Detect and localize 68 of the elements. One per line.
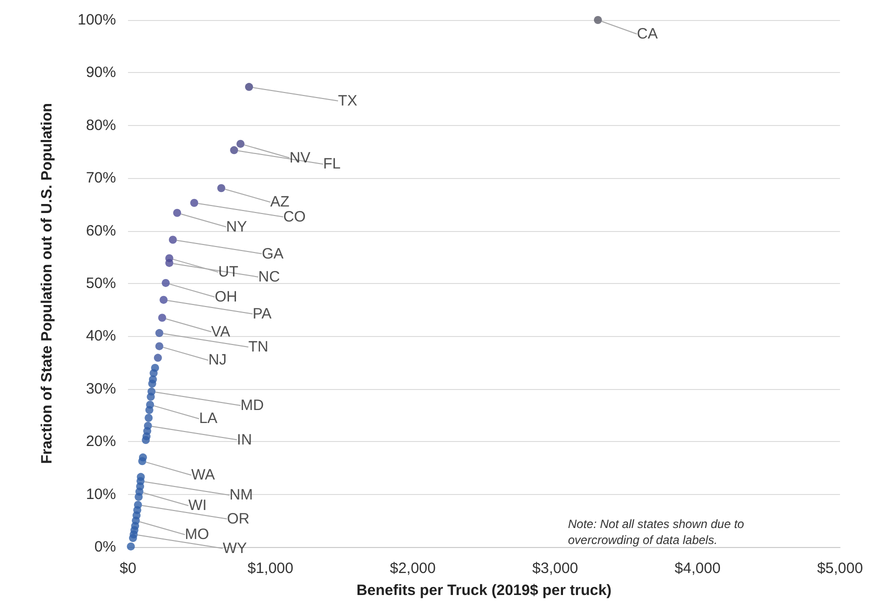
point [148,380,156,388]
y-tick-label: 100% [78,12,116,28]
annotation: MO [184,526,210,544]
annotation: NY [226,218,247,236]
y-axis-title: Fraction of State Population out of U.S. Population [38,103,56,464]
point [145,406,154,414]
annotation: CA [636,26,658,42]
point [155,329,164,338]
annotation: CO [283,208,306,226]
annotation: FL [323,156,341,173]
annotation: NC [258,268,280,286]
annotation: MD [240,397,264,414]
y-tick-label: 40% [86,328,116,345]
annotation: OH [214,288,238,306]
x-tick-label: $4,000 [674,560,721,577]
y-tick-label: 0% [94,538,116,556]
point [144,414,153,422]
annotation: UT [218,264,238,281]
annotation: PA [252,305,272,322]
point [245,82,254,91]
annotation: LA [199,410,218,428]
point [236,140,244,148]
x-tick-label: $1,000 [247,560,294,577]
y-tick-label: 90% [86,64,116,82]
y-tick-label: 70% [86,170,116,187]
annotation: AZ [270,194,290,211]
point [173,208,182,217]
annotation: TN [248,338,268,356]
point [230,146,238,154]
annotation: OR [226,510,250,528]
x-axis-title: Benefits per Truck (2019$ per truck) [356,582,612,599]
annotation: IN [236,431,252,448]
x-tick-label: $0 [120,560,136,577]
point [190,198,198,207]
y-tick-label: 80% [86,116,116,134]
point [146,392,155,401]
annotation: WI [188,497,207,514]
annotation: Note: Not all states shown due to overcrowding of data labels. [568,517,748,547]
point [158,314,166,322]
x-tick-label: $3,000 [532,560,578,577]
point [155,342,164,350]
point [142,436,150,444]
y-tick-label: 20% [86,433,116,450]
point [594,16,602,24]
point [162,278,170,287]
y-tick-label: 10% [86,486,116,503]
x-tick-label: $5,000 [817,560,863,577]
annotation: VA [211,323,230,340]
point [160,296,168,304]
annotation: NM [230,486,253,504]
point [165,258,174,267]
point [128,534,137,542]
point [217,184,226,192]
point [134,492,143,501]
point [154,354,162,362]
y-tick-label: 30% [86,380,116,398]
y-tick-label: 50% [86,275,116,292]
point [126,542,135,550]
annotation: NV [289,149,310,166]
annotation: GA [262,245,284,262]
annotation: NJ [208,352,227,369]
point [138,457,146,466]
annotation: TX [338,92,358,110]
point [168,236,177,244]
y-tick-label: 60% [86,222,116,240]
x-tick-label: $2,000 [390,560,436,577]
annotation: WA [191,466,215,484]
annotation: WY [222,540,247,557]
